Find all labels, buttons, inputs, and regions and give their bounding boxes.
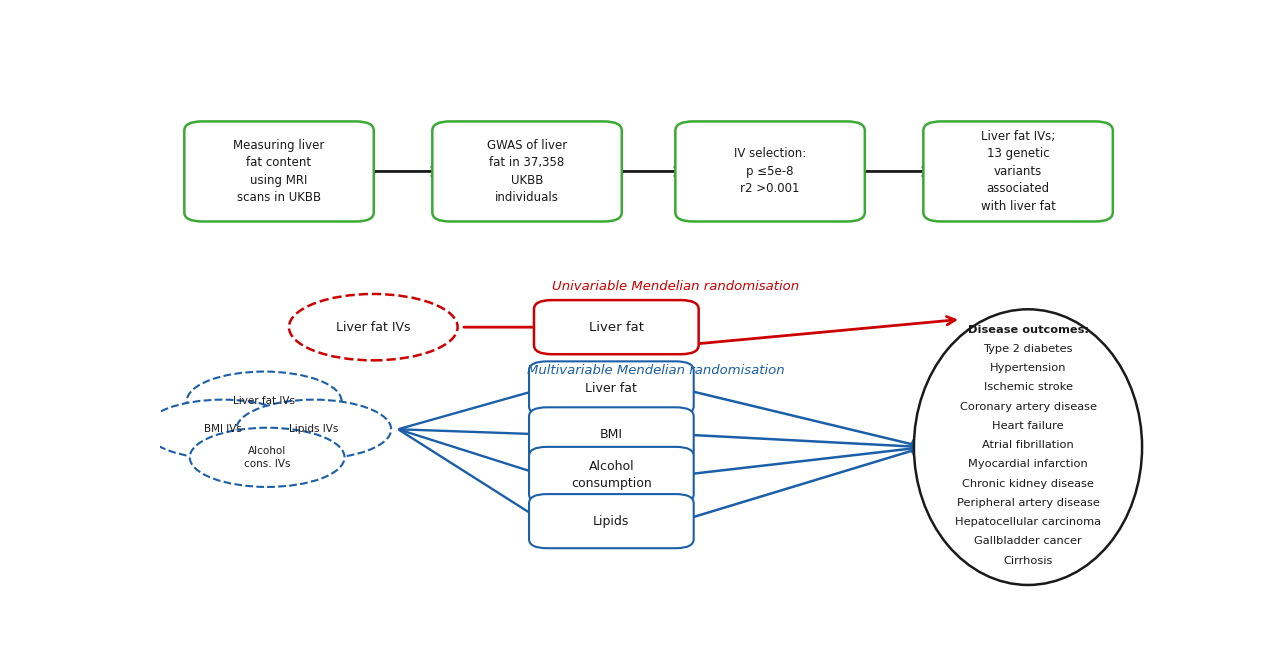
Text: Coronary artery disease: Coronary artery disease	[960, 402, 1097, 412]
Text: Peripheral artery disease: Peripheral artery disease	[956, 498, 1100, 508]
FancyBboxPatch shape	[184, 121, 374, 221]
Text: Gallbladder cancer: Gallbladder cancer	[974, 536, 1082, 546]
Text: Atrial fibrillation: Atrial fibrillation	[982, 440, 1074, 450]
Text: Cirrhosis: Cirrhosis	[1004, 556, 1052, 566]
Text: Type 2 diabetes: Type 2 diabetes	[983, 344, 1073, 354]
FancyBboxPatch shape	[529, 407, 694, 461]
FancyBboxPatch shape	[923, 121, 1112, 221]
Text: GWAS of liver
fat in 37,358
UKBB
individuals: GWAS of liver fat in 37,358 UKBB individ…	[486, 139, 567, 204]
Text: Disease outcomes:: Disease outcomes:	[968, 325, 1088, 335]
Text: Liver fat: Liver fat	[589, 321, 644, 333]
Text: Alcohol
consumption: Alcohol consumption	[571, 460, 652, 491]
Text: Hypertension: Hypertension	[989, 363, 1066, 373]
Ellipse shape	[914, 309, 1142, 585]
Text: Liver fat: Liver fat	[585, 382, 637, 395]
FancyBboxPatch shape	[534, 300, 699, 354]
Text: Liver fat IVs: Liver fat IVs	[233, 396, 296, 406]
Ellipse shape	[237, 400, 392, 459]
Ellipse shape	[289, 294, 458, 360]
Text: BMI: BMI	[600, 428, 623, 441]
Text: IV selection:
p ≤5e-8
r2 >0.001: IV selection: p ≤5e-8 r2 >0.001	[733, 147, 806, 196]
FancyBboxPatch shape	[433, 121, 622, 221]
Text: Liver fat IVs: Liver fat IVs	[337, 321, 411, 333]
Text: Lipids: Lipids	[593, 514, 630, 528]
FancyBboxPatch shape	[529, 447, 694, 503]
Text: Myocardial infarction: Myocardial infarction	[968, 459, 1088, 469]
Text: Ischemic stroke: Ischemic stroke	[983, 383, 1073, 392]
Text: BMI IVs: BMI IVs	[204, 424, 242, 434]
Text: Chronic kidney disease: Chronic kidney disease	[963, 479, 1094, 489]
FancyBboxPatch shape	[529, 361, 694, 416]
Ellipse shape	[145, 400, 300, 459]
FancyBboxPatch shape	[676, 121, 865, 221]
Text: Lipids IVs: Lipids IVs	[289, 424, 338, 434]
FancyBboxPatch shape	[529, 494, 694, 548]
Text: Univariable Mendelian randomisation: Univariable Mendelian randomisation	[552, 280, 800, 293]
Text: Measuring liver
fat content
using MRI
scans in UKBB: Measuring liver fat content using MRI sc…	[233, 139, 325, 204]
Text: Hepatocellular carcinoma: Hepatocellular carcinoma	[955, 517, 1101, 527]
Ellipse shape	[189, 428, 344, 487]
Text: Alcohol
cons. IVs: Alcohol cons. IVs	[244, 446, 291, 469]
Text: Heart failure: Heart failure	[992, 421, 1064, 431]
Ellipse shape	[187, 371, 342, 431]
Text: Multivariable Mendelian randomisation: Multivariable Mendelian randomisation	[527, 364, 785, 377]
Text: Liver fat IVs;
13 genetic
variants
associated
with liver fat: Liver fat IVs; 13 genetic variants assoc…	[980, 130, 1056, 213]
